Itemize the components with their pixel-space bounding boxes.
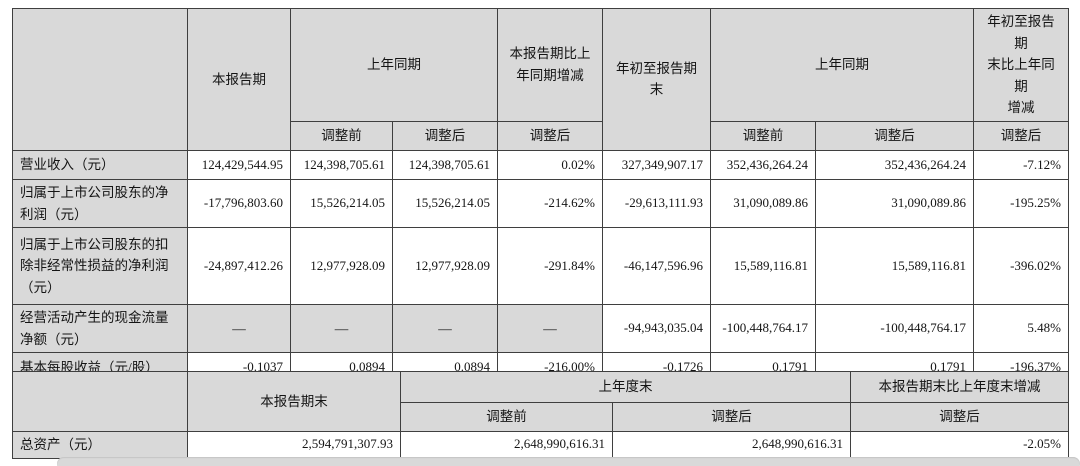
value-cell: 2,648,990,616.31 [400,431,613,459]
subheader-before-adjust: 调整前 [400,402,613,432]
value-cell: 0.02% [497,149,603,180]
header-prior-year-end: 上年度末 [400,371,851,403]
row-label: 总资产（元） [12,431,188,459]
value-cell: -29,613,111.93 [602,178,711,229]
header-ytd: 年初至报告期末 [602,8,711,151]
value-cell: -24,897,412.26 [187,227,291,306]
value-cell-na: — [497,304,603,354]
value-cell: -46,147,596.96 [602,227,711,306]
value-cell: -17,796,803.60 [187,178,291,229]
horizontal-scrollbar[interactable] [57,457,1080,466]
value-cell: 15,526,214.05 [392,178,498,229]
row-label: 归属于上市公司股东的净利润（元） [12,178,188,229]
value-cell: 15,589,116.81 [710,227,816,306]
value-cell: 2,594,791,307.93 [187,431,401,459]
subheader-after-adjust: 调整后 [392,120,498,151]
table-row-total-assets: 总资产（元） 2,594,791,307.93 2,648,990,616.31… [12,431,1069,459]
value-cell-na: — [290,304,393,354]
table-row-revenue: 营业收入（元） 124,429,544.95 124,398,705.61 12… [12,149,1069,180]
table-row-operating-cash-flow: 经营活动产生的现金流量净额（元） — — — — -94,943,035.04 … [12,304,1069,354]
table-row-net-profit-excl-nonrecurring: 归属于上市公司股东的扣除非经常性损益的净利润（元） -24,897,412.26… [12,227,1069,306]
value-cell: 15,589,116.81 [815,227,974,306]
value-cell: -94,943,035.04 [602,304,711,354]
value-cell: -100,448,764.17 [815,304,974,354]
value-cell-na: — [392,304,498,354]
subheader-after-adjust: 调整后 [973,120,1069,151]
header-ytd-change: 年初至报告期 末比上年同期 增减 [973,8,1069,122]
value-cell: 12,977,928.09 [392,227,498,306]
header-qoq-change: 本报告期比上 年同期增减 [497,8,603,122]
value-cell: -195.25% [973,178,1069,229]
value-cell: -396.02% [973,227,1069,306]
value-cell: 2,648,990,616.31 [612,431,851,459]
row-label: 营业收入（元） [12,149,188,180]
header-current-period: 本报告期 [187,8,291,151]
subheader-before-adjust: 调整前 [290,120,393,151]
value-cell: -291.84% [497,227,603,306]
value-cell: 124,429,544.95 [187,149,291,180]
row-label: 归属于上市公司股东的扣除非经常性损益的净利润（元） [12,227,188,306]
value-cell: 352,436,264.24 [815,149,974,180]
value-cell: 31,090,089.86 [710,178,816,229]
key-indicators-table: 本报告期 上年同期 本报告期比上 年同期增减 年初至报告期末 上年同期 年初至报… [12,8,1069,441]
subheader-before-adjust: 调整前 [710,120,816,151]
header-current-period-end: 本报告期末 [187,371,401,432]
subheader-after-adjust: 调整后 [497,120,603,151]
value-cell: 5.48% [973,304,1069,354]
value-cell: -100,448,764.17 [710,304,816,354]
value-cell-na: — [187,304,291,354]
value-cell: -2.05% [850,431,1069,459]
row-label: 经营活动产生的现金流量净额（元） [12,304,188,354]
value-cell: 124,398,705.61 [290,149,393,180]
value-cell: -7.12% [973,149,1069,180]
header-prior-year-same-period: 上年同期 [290,8,498,122]
subheader-after-adjust: 调整后 [850,402,1069,432]
value-cell: -214.62% [497,178,603,229]
value-cell: 352,436,264.24 [710,149,816,180]
value-cell: 31,090,089.86 [815,178,974,229]
subheader-after-adjust: 调整后 [612,402,851,432]
period-end-table: 本报告期末 上年度末 本报告期末比上年度末增减 调整前 调整后 调整后 总资产（… [12,371,1069,459]
value-cell: 15,526,214.05 [290,178,393,229]
value-cell: 12,977,928.09 [290,227,393,306]
header-period-end-change: 本报告期末比上年度末增减 [850,371,1069,403]
corner-empty-cell [12,371,188,432]
corner-empty-cell [12,8,188,151]
value-cell: 327,349,907.17 [602,149,711,180]
table-row-net-profit: 归属于上市公司股东的净利润（元） -17,796,803.60 15,526,2… [12,178,1069,229]
header-prior-year-same-period-ytd: 上年同期 [710,8,974,122]
value-cell: 124,398,705.61 [392,149,498,180]
subheader-after-adjust: 调整后 [815,120,974,151]
